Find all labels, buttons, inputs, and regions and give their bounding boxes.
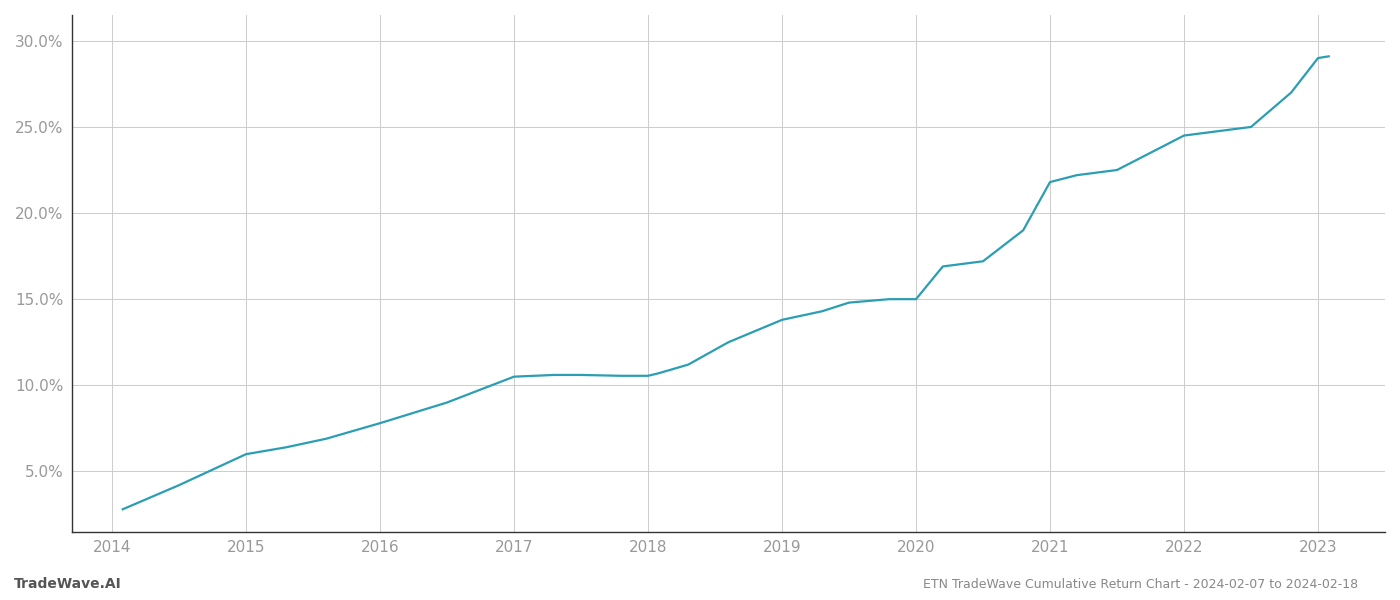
- Text: ETN TradeWave Cumulative Return Chart - 2024-02-07 to 2024-02-18: ETN TradeWave Cumulative Return Chart - …: [923, 578, 1358, 591]
- Text: TradeWave.AI: TradeWave.AI: [14, 577, 122, 591]
